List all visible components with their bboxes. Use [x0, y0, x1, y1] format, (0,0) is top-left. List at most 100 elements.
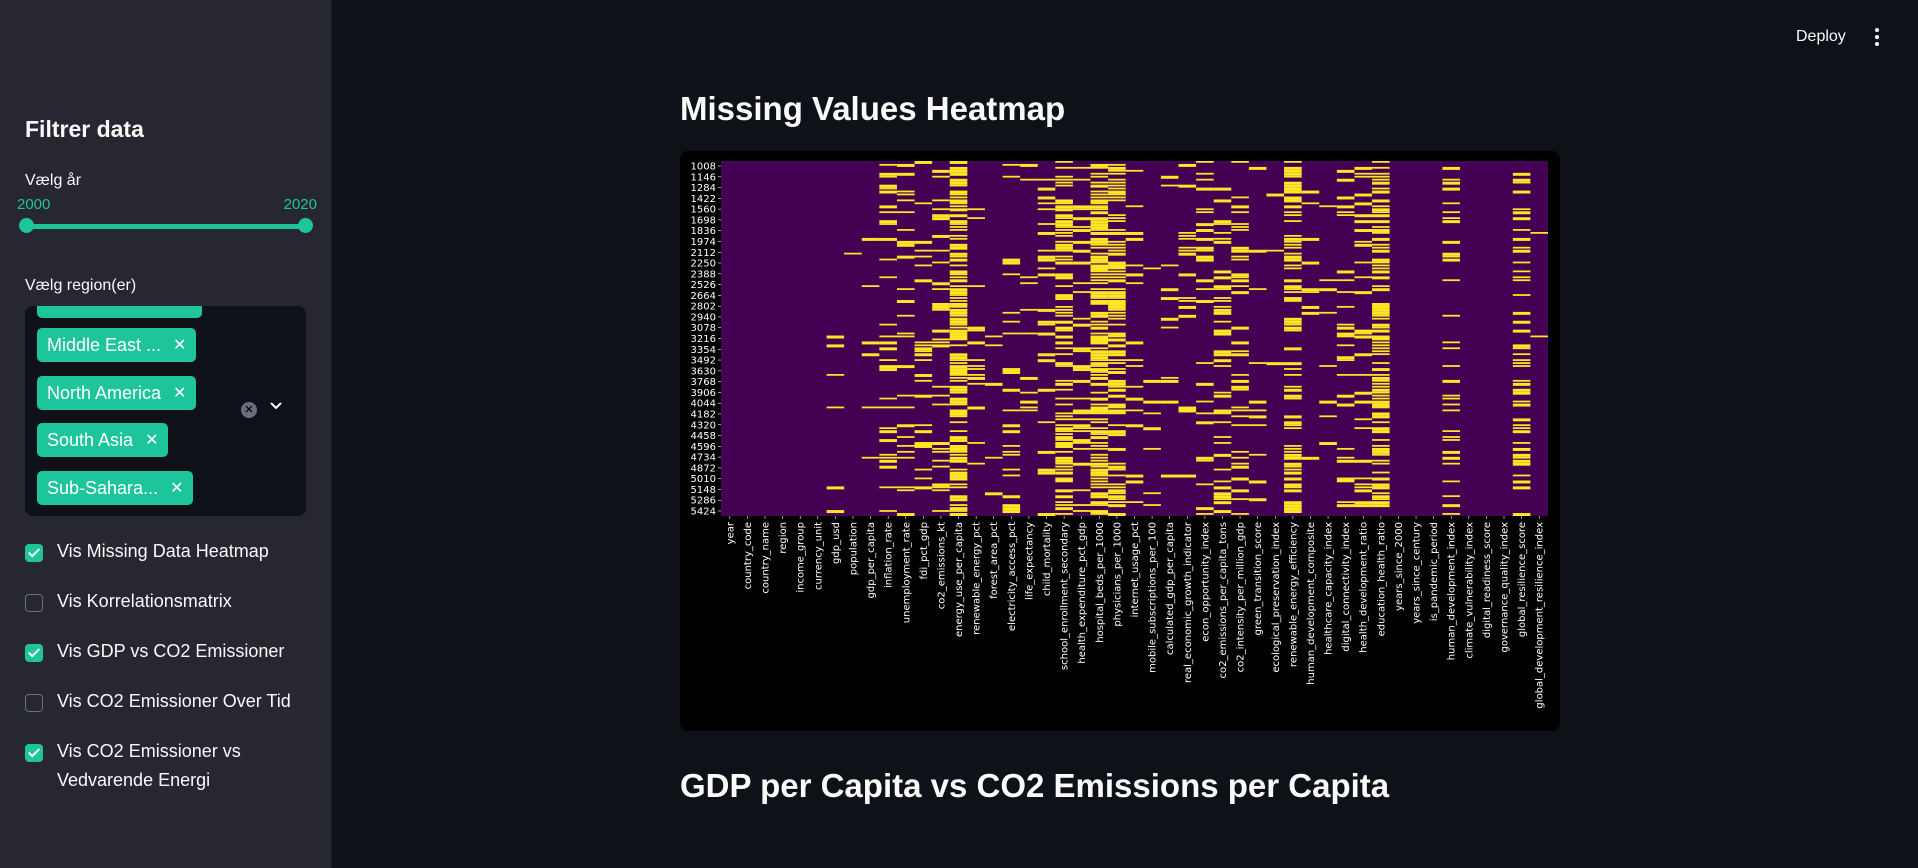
checkbox-correlation[interactable]: Vis Korrelationsmatrix [25, 591, 297, 616]
heatmap-cell [1284, 237, 1302, 241]
x-tick-label: energy_use_per_capita [954, 522, 965, 637]
heatmap-cell [1055, 456, 1073, 460]
heatmap-cell [1372, 427, 1390, 431]
heatmap-cell [1090, 273, 1109, 276]
heatmap-cell [1372, 353, 1390, 356]
checkbox-gdp-co2[interactable]: Vis GDP vs CO2 Emissioner [25, 641, 297, 666]
heatmap-cell [1125, 205, 1144, 208]
heatmap-cell [1231, 211, 1249, 214]
heatmap-cell [826, 406, 845, 409]
remove-tag-icon[interactable]: ✕ [173, 337, 187, 354]
heatmap-cell [1160, 297, 1179, 301]
heatmap-cell [932, 486, 950, 489]
chevron-down-icon[interactable] [269, 398, 283, 416]
heatmap-cell [1354, 483, 1373, 486]
kebab-menu-icon[interactable] [1874, 28, 1880, 48]
x-tick-label: hospital_beds_per_1000 [1095, 522, 1106, 643]
heatmap-cell [1372, 208, 1390, 212]
checkbox-icon[interactable] [25, 644, 43, 662]
heatmap-cell [932, 329, 950, 333]
year-slider[interactable]: 2000 2020 [17, 196, 317, 256]
year-slider-max-handle[interactable] [298, 218, 313, 233]
heatmap-cell [879, 347, 897, 351]
heatmap-cell [949, 246, 968, 250]
heatmap-cell [1231, 350, 1249, 353]
heatmap-cell [1090, 421, 1109, 424]
checkbox-co2-renewable[interactable]: Vis CO2 Emissioner vs Vedvarende Energi [25, 741, 297, 795]
heatmap-cell [1354, 501, 1373, 505]
heatmap-cell [1108, 385, 1126, 388]
heatmap-column-green_transition_score [1248, 166, 1267, 502]
heatmap-cell [1196, 459, 1214, 462]
heatmap-cell [1037, 513, 1056, 516]
region-tag[interactable]: South Asia ✕ [37, 423, 169, 457]
heatmap-cell [932, 447, 950, 450]
checkbox-icon[interactable] [25, 694, 43, 712]
heatmap-cell [1284, 240, 1302, 243]
heatmap-cell [1336, 196, 1355, 200]
heatmap-cell [1512, 427, 1531, 430]
heatmap-cell [1213, 320, 1232, 323]
heatmap-cell [879, 276, 897, 279]
heatmap-cell [1108, 252, 1126, 256]
heatmap-cell [1002, 430, 1021, 434]
heatmap-cell [826, 335, 845, 339]
x-tick-label: renewable_energy_efficiency [1288, 522, 1299, 667]
region-tag-label: Middle East ... [47, 334, 162, 355]
checkbox-icon[interactable] [25, 544, 43, 562]
region-tag[interactable]: North America ✕ [37, 376, 197, 410]
heatmap-cell [1512, 365, 1531, 367]
heatmap-cell [1231, 196, 1249, 199]
heatmap-cell [949, 371, 968, 374]
heatmap-cell [1284, 220, 1302, 222]
heatmap-cell [1072, 229, 1091, 232]
region-multiselect[interactable]: Middle East ... ✕ North America ✕ South … [25, 306, 306, 516]
x-tick-label: country_name [760, 522, 771, 594]
year-slider-min-handle[interactable] [19, 218, 34, 233]
heatmap-cell [1319, 288, 1337, 292]
x-tick-label: governance_quality_index [1500, 522, 1511, 653]
heatmap-cell [949, 474, 968, 478]
remove-tag-icon[interactable]: ✕ [170, 480, 184, 497]
checkbox-icon[interactable] [25, 594, 43, 612]
heatmap-cell [896, 365, 915, 369]
heatmap-cell [1055, 501, 1073, 503]
heatmap-cell [879, 406, 897, 409]
remove-tag-icon[interactable]: ✕ [145, 432, 159, 449]
region-tag[interactable]: Middle East ... ✕ [37, 328, 197, 362]
heatmap-cell [1248, 362, 1267, 364]
checkbox-missing-heatmap[interactable]: Vis Missing Data Heatmap [25, 541, 297, 566]
heatmap-cell [1178, 273, 1197, 277]
heatmap-cell [1108, 196, 1126, 199]
heatmap-cell [1336, 326, 1355, 330]
heatmap-cell [1266, 249, 1285, 252]
region-tag[interactable]: Sub-Sahara... ✕ [37, 471, 194, 505]
heatmap-cell [1055, 445, 1073, 448]
heatmap-cell [1055, 459, 1073, 463]
year-slider-track[interactable] [25, 224, 307, 229]
heatmap-title: Missing Values Heatmap [680, 90, 1066, 127]
heatmap-cell [1512, 462, 1531, 466]
x-tick-label: climate_vulnerability_index [1464, 522, 1475, 659]
heatmap-column-renewable_energy_efficiency [1284, 161, 1302, 514]
heatmap-cell [949, 385, 968, 389]
checkbox-co2-over-time[interactable]: Vis CO2 Emissioner Over Tid [25, 691, 297, 716]
deploy-button[interactable]: Deploy [1796, 28, 1846, 45]
heatmap-cell [1090, 335, 1109, 339]
heatmap-cell [1037, 471, 1056, 475]
heatmap-cell [1372, 388, 1390, 392]
checkbox-icon[interactable] [25, 744, 43, 762]
remove-tag-icon[interactable]: ✕ [173, 385, 187, 402]
y-tick-label: 2388 [691, 269, 716, 280]
x-tick-label: life_expectancy [1024, 522, 1035, 600]
heatmap-cell [949, 486, 968, 489]
x-tick-label: year [725, 521, 736, 544]
heatmap-cell [1372, 415, 1390, 419]
heatmap-cell [1372, 403, 1390, 407]
heatmap-cell [1108, 489, 1126, 493]
clear-all-icon[interactable]: ✕ [241, 402, 257, 418]
heatmap-cell [949, 359, 968, 361]
region-tag-label: Sub-Sahara... [47, 477, 159, 498]
y-tick-label: 3492 [691, 356, 716, 367]
heatmap-cell [1108, 190, 1126, 194]
